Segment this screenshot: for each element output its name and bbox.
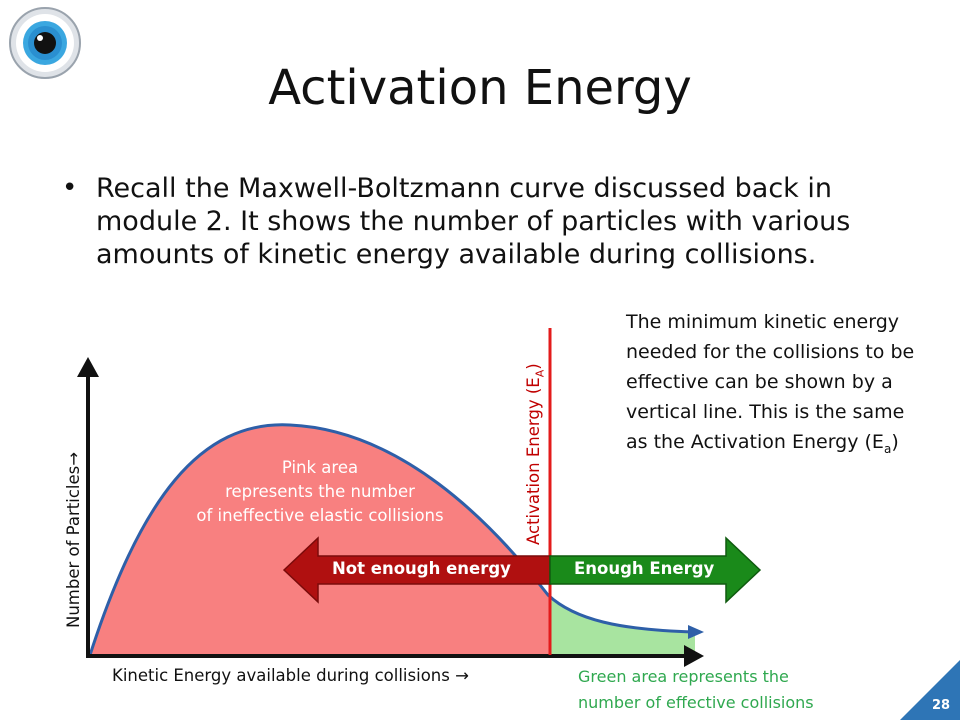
x-axis-label: Kinetic Energy available during collisio… bbox=[112, 666, 469, 685]
activation-label-end: ) bbox=[524, 363, 543, 370]
pink-label-line: represents the number bbox=[225, 482, 415, 501]
y-axis-arrowhead bbox=[77, 357, 99, 377]
green-label-line: Green area represents the bbox=[578, 667, 789, 686]
pink-label-line: Pink area bbox=[281, 458, 359, 477]
pink-area-label: Pink area represents the number of ineff… bbox=[150, 456, 490, 528]
enough-label: Enough Energy bbox=[574, 559, 715, 578]
bullet-dot-icon: • bbox=[62, 173, 78, 203]
distribution-curve bbox=[88, 423, 696, 656]
page-title: Activation Energy bbox=[268, 60, 692, 116]
green-area-label: Green area represents the number of effe… bbox=[578, 664, 814, 716]
page-number: 28 bbox=[932, 698, 951, 713]
activation-subscript: A bbox=[533, 369, 547, 378]
bullet-text: Recall the Maxwell-Boltzmann curve discu… bbox=[96, 173, 851, 270]
activation-note: The minimum kinetic energy needed for th… bbox=[626, 307, 926, 464]
y-axis-label: Number of Particles→ bbox=[64, 451, 83, 628]
eye-icon bbox=[6, 4, 84, 82]
note-end: ) bbox=[891, 431, 899, 453]
curve-arrowhead bbox=[688, 625, 704, 639]
activation-label-text: Activation Energy (E bbox=[524, 377, 543, 545]
page-number-badge bbox=[900, 660, 960, 720]
enough-arrow bbox=[549, 536, 762, 604]
green-label-line: number of effective collisions bbox=[578, 693, 814, 712]
pink-label-line: of ineffective elastic collisions bbox=[196, 506, 444, 525]
green-area bbox=[550, 596, 695, 655]
not-enough-label: Not enough energy bbox=[332, 559, 511, 578]
note-text: The minimum kinetic energy needed for th… bbox=[626, 311, 915, 453]
x-axis-arrowhead bbox=[684, 645, 704, 667]
activation-energy-label: Activation Energy (EA) bbox=[524, 363, 546, 545]
note-subscript: a bbox=[883, 441, 892, 456]
